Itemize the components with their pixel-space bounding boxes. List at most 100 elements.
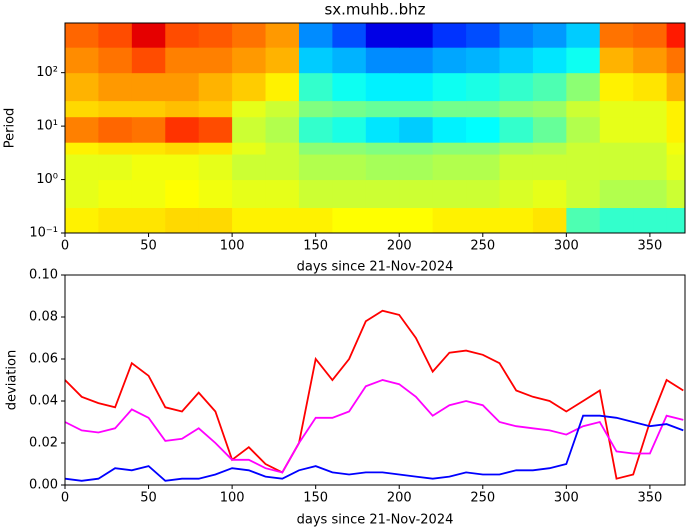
heatmap-cell — [332, 47, 367, 74]
heatmap-cell — [432, 116, 467, 143]
y-tick-label: 0.10 — [29, 268, 58, 283]
heatmap-cell — [666, 47, 686, 74]
plot-frame — [64, 274, 686, 486]
heatmap-cell — [399, 142, 434, 155]
heatmap-cell — [265, 179, 300, 209]
heatmap-cell — [566, 179, 601, 209]
heatmap-cell — [365, 179, 400, 209]
heatmap-cell — [566, 142, 601, 155]
heatmap-cell — [532, 142, 567, 155]
heatmap-cell — [532, 207, 567, 234]
heatmap-cell — [666, 207, 686, 234]
heatmap-cell — [633, 142, 668, 155]
heatmap-cell — [566, 116, 601, 143]
heatmap-cell — [466, 72, 501, 102]
heatmap-cell — [432, 179, 467, 209]
heatmap-cell — [633, 72, 668, 102]
heatmap-cell — [399, 23, 434, 48]
heatmap-cell — [198, 116, 233, 143]
heatmap-cell — [165, 142, 200, 155]
heatmap-cell — [466, 179, 501, 209]
heatmap-cell — [599, 207, 634, 234]
heatmap-cell — [332, 154, 367, 181]
chart-title: sx.muhb..bhz — [324, 1, 425, 19]
y-tick-label: 10¹ — [36, 119, 58, 134]
heatmap-cell — [165, 100, 200, 118]
heatmap-cell — [198, 207, 233, 234]
x-tick-label: 200 — [387, 239, 412, 254]
x-tick-label: 50 — [140, 491, 157, 506]
heatmap-cell — [131, 47, 166, 74]
heatmap-cell — [633, 207, 668, 234]
heatmap-cell — [232, 207, 267, 234]
heatmap-cell — [432, 47, 467, 74]
data-line — [64, 309, 684, 480]
heatmap-cell — [466, 23, 501, 48]
heatmap-cell — [232, 100, 267, 118]
x-tick-label: 350 — [637, 491, 662, 506]
heatmap-cell — [432, 100, 467, 118]
heatmap-cell — [65, 207, 99, 234]
y-axis-label: Period — [3, 108, 18, 149]
heatmap-cell — [599, 23, 634, 48]
heatmap-cell — [566, 23, 601, 48]
y-tick-label: 10⁰ — [36, 172, 58, 187]
heatmap-cell — [599, 100, 634, 118]
x-axis-label: days since 21-Nov-2024 — [297, 260, 454, 275]
heatmap-cell — [131, 207, 166, 234]
x-tick-label: 300 — [554, 239, 579, 254]
heatmap-cell — [298, 72, 333, 102]
heatmap-cell — [232, 179, 267, 209]
heatmap-cell — [65, 47, 99, 74]
heatmap-cell — [98, 142, 133, 155]
heatmap-cell — [365, 116, 400, 143]
heatmap-cell — [298, 23, 333, 48]
heatmap-cell — [499, 47, 534, 74]
heatmap-cell — [399, 207, 434, 234]
heatmap-cell — [633, 100, 668, 118]
heatmap-cell — [599, 142, 634, 155]
heatmap-cell — [365, 47, 400, 74]
heatmap-cell — [265, 154, 300, 181]
heatmap-cell — [432, 142, 467, 155]
heatmap-cell — [98, 154, 133, 181]
heatmap-cell — [466, 207, 501, 234]
heatmap-cell — [633, 154, 668, 181]
heatmap-cell — [365, 142, 400, 155]
heatmap-cell — [332, 100, 367, 118]
heatmap-cell — [365, 23, 400, 48]
y-tick-label: 0.06 — [29, 352, 58, 367]
heatmap-cell — [298, 154, 333, 181]
heatmap-cell — [65, 179, 99, 209]
heatmap-cell — [599, 179, 634, 209]
heatmap-cell — [198, 142, 233, 155]
heatmap-cell — [466, 142, 501, 155]
heatmap-cell — [265, 207, 300, 234]
heatmap-cell — [399, 47, 434, 74]
heatmap-cell — [65, 154, 99, 181]
heatmap-cell — [298, 179, 333, 209]
heatmap-cell — [599, 47, 634, 74]
heatmap-cell — [98, 23, 133, 48]
heatmap-cell — [332, 142, 367, 155]
x-tick-label: 350 — [637, 239, 662, 254]
heatmap-cell — [432, 72, 467, 102]
heatmap-cell — [98, 116, 133, 143]
x-tick-label: 100 — [220, 491, 245, 506]
x-tick-label: 150 — [303, 239, 328, 254]
heatmap-cell — [298, 116, 333, 143]
heatmap-cell — [666, 100, 686, 118]
heatmap-cell — [566, 72, 601, 102]
heatmap-cell — [532, 72, 567, 102]
heatmap-cell — [198, 179, 233, 209]
heatmap-cell — [131, 72, 166, 102]
heatmap-cell — [666, 179, 686, 209]
heatmap-cell — [131, 116, 166, 143]
x-tick-label: 0 — [61, 239, 69, 254]
data-line — [64, 414, 684, 482]
heatmap-cell — [131, 154, 166, 181]
heatmap-cell — [399, 100, 434, 118]
heatmap-cell — [298, 47, 333, 74]
heatmap-cell — [466, 154, 501, 181]
heatmap-cell — [532, 100, 567, 118]
